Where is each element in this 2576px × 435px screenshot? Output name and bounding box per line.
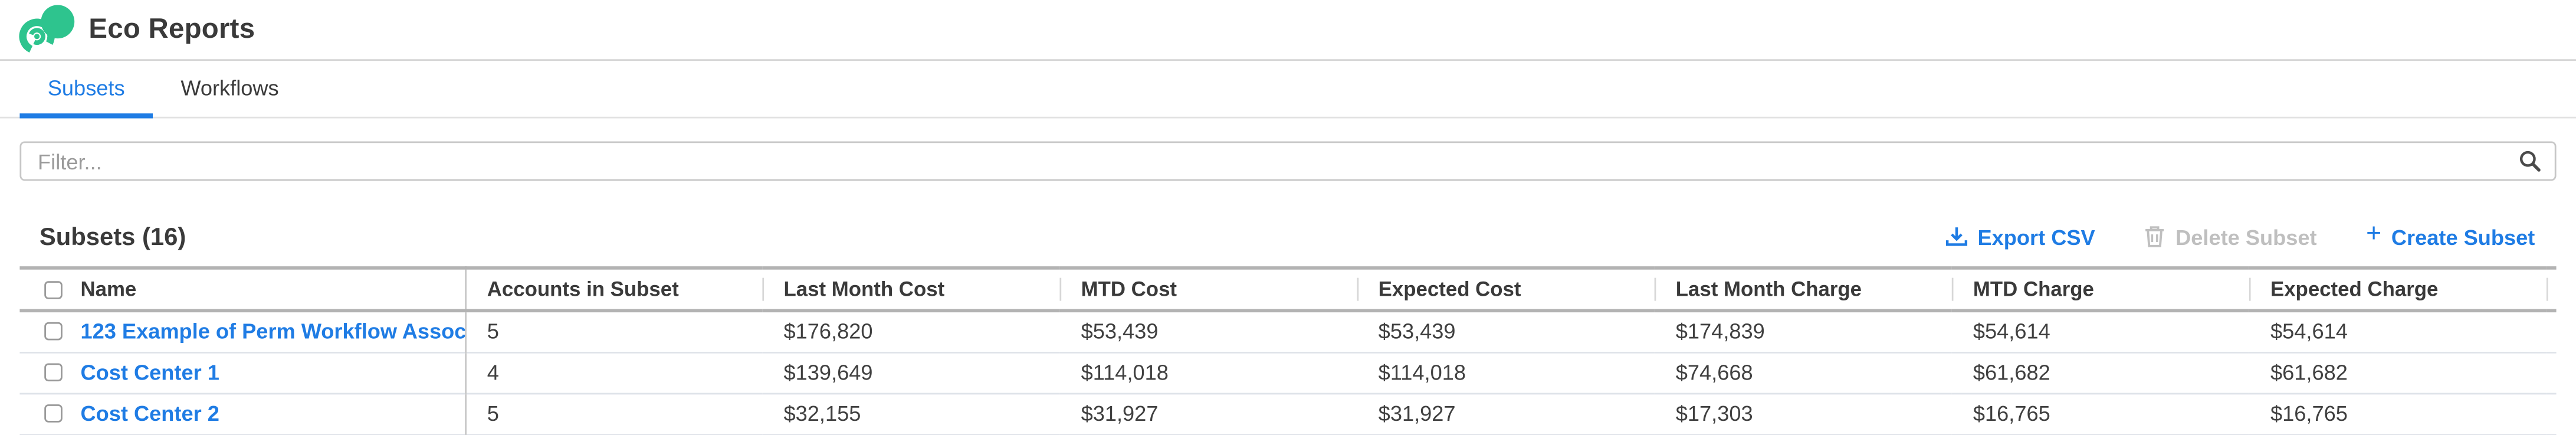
cell-mtd-charge: $61,682 xyxy=(1973,359,2050,385)
tab-workflows[interactable]: Workflows xyxy=(181,74,279,100)
cell-last-month-cost: $32,155 xyxy=(783,401,861,426)
subset-link[interactable]: Cost Center 1 xyxy=(80,359,219,385)
download-icon xyxy=(1945,227,1967,246)
table-header-row: Name Accounts in Subset Last Month Cost … xyxy=(19,267,2557,311)
export-csv-button[interactable]: Export CSV xyxy=(1945,224,2095,249)
cell-expected-charge: $61,682 xyxy=(2270,359,2348,385)
cell-last-month-charge: $17,303 xyxy=(1675,401,1753,426)
tab-subsets[interactable]: Subsets xyxy=(19,61,153,119)
search-icon xyxy=(2519,151,2541,172)
tabbar: Subsets Workflows xyxy=(0,61,2576,119)
table-row: 123 Example of Perm Workflow Association… xyxy=(19,310,2557,352)
cell-last-month-cost: $139,649 xyxy=(783,359,873,385)
column-header-last-month-charge[interactable]: Last Month Charge xyxy=(1654,268,1952,310)
column-header-mtd-cost[interactable]: MTD Cost xyxy=(1059,268,1357,310)
column-header-accounts[interactable]: Accounts in Subset xyxy=(487,277,679,301)
section-title: Subsets (16) xyxy=(39,223,186,251)
filter-bar xyxy=(19,141,2557,181)
cell-mtd-cost: $31,927 xyxy=(1081,401,1159,426)
cell-expected-charge: $16,765 xyxy=(2270,401,2348,426)
cell-last-month-charge: $174,839 xyxy=(1675,319,1765,344)
column-header-expected-charge[interactable]: Expected Charge xyxy=(2249,268,2547,310)
export-csv-label: Export CSV xyxy=(1977,224,2095,249)
plus-icon: + xyxy=(2366,220,2382,248)
cell-mtd-charge: $54,614 xyxy=(1973,319,2050,344)
row-checkbox[interactable] xyxy=(44,404,63,423)
cell-filler xyxy=(2547,352,2557,393)
row-checkbox[interactable] xyxy=(44,363,63,382)
cell-filler xyxy=(2547,393,2557,434)
select-all-checkbox[interactable] xyxy=(44,280,63,299)
create-subset-label: Create Subset xyxy=(2391,224,2535,249)
cell-expected-charge: $54,614 xyxy=(2270,319,2348,344)
cell-accounts: 4 xyxy=(487,359,499,385)
cell-last-month-charge: $74,668 xyxy=(1675,359,1753,385)
cell-last-month-cost: $176,820 xyxy=(783,319,873,344)
toolbar-actions: Export CSV Delete Subset + Create Subset xyxy=(1945,220,2535,250)
column-header-expected-cost[interactable]: Expected Cost xyxy=(1357,268,1654,310)
subsets-table: Name Accounts in Subset Last Month Cost … xyxy=(19,266,2557,434)
row-checkbox[interactable] xyxy=(44,322,63,341)
cell-filler xyxy=(2547,310,2557,352)
cell-mtd-cost: $114,018 xyxy=(1081,359,1169,385)
subset-link[interactable]: Cost Center 2 xyxy=(80,401,219,426)
cell-accounts: 5 xyxy=(487,319,499,344)
app-header: Eco Reports xyxy=(0,0,2576,61)
table-row: Cost Center 2 5 $32,155 $31,927 $31,927 … xyxy=(19,393,2557,434)
cell-expected-cost: $53,439 xyxy=(1378,319,1456,344)
filter-input[interactable] xyxy=(19,141,2557,181)
create-subset-button[interactable]: + Create Subset xyxy=(2366,220,2535,250)
column-header-name[interactable]: Name xyxy=(80,277,137,301)
cell-accounts: 5 xyxy=(487,401,499,426)
column-header-mtd-charge[interactable]: MTD Charge xyxy=(1951,268,2249,310)
delete-subset-button[interactable]: Delete Subset xyxy=(2144,224,2317,249)
cell-mtd-cost: $53,439 xyxy=(1081,319,1159,344)
subset-link[interactable]: 123 Example of Perm Workflow Association xyxy=(80,319,465,344)
cell-expected-cost: $114,018 xyxy=(1378,359,1466,385)
eco-swirl-logo-icon xyxy=(19,4,75,54)
table-row: Cost Center 1 4 $139,649 $114,018 $114,0… xyxy=(19,352,2557,393)
page-title: Eco Reports xyxy=(88,13,255,45)
section-toolbar: Subsets (16) Export CSV Delete Subset + xyxy=(0,220,2576,253)
trash-icon xyxy=(2145,226,2164,247)
column-header-filler xyxy=(2546,268,2557,310)
cell-mtd-charge: $16,765 xyxy=(1973,401,2050,426)
delete-subset-label: Delete Subset xyxy=(2175,224,2317,249)
cell-expected-cost: $31,927 xyxy=(1378,401,1456,426)
column-header-last-month-cost[interactable]: Last Month Cost xyxy=(762,268,1059,310)
